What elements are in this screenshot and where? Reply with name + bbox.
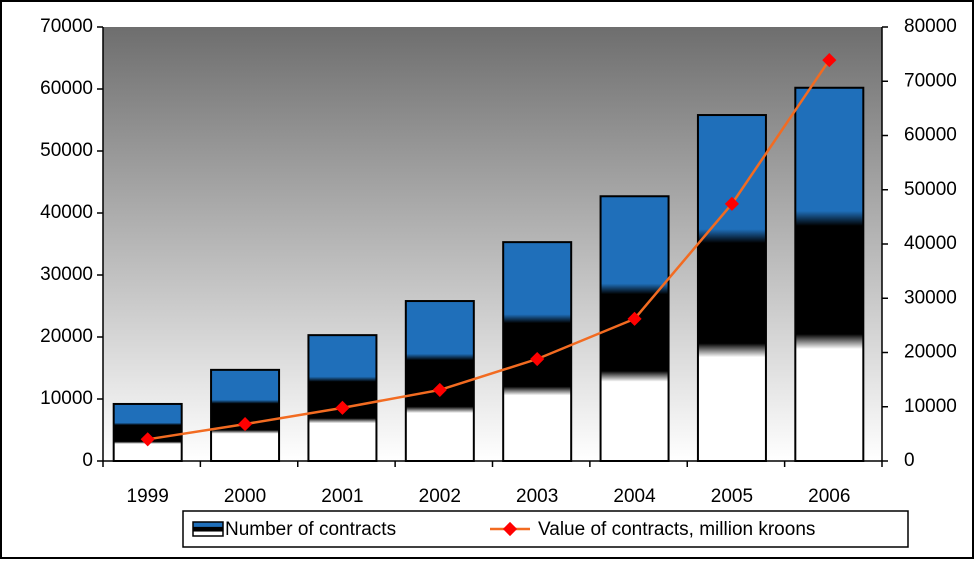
bar: [307, 334, 378, 463]
legend-marker: [502, 521, 518, 537]
legend-label: Value of contracts, million kroons: [538, 519, 815, 540]
y2-tick-label: 0: [904, 450, 915, 471]
marker: [237, 417, 253, 432]
bar: [404, 300, 475, 463]
marker: [530, 351, 545, 367]
x-tick-label: 2004: [613, 486, 656, 507]
y2-tick-label: 10000: [904, 396, 957, 417]
y-tick-label: 20000: [40, 326, 93, 347]
y-tick-label: 0: [82, 450, 93, 471]
y2-tick-label: 50000: [904, 179, 957, 200]
x-tick-label: 1999: [127, 486, 169, 507]
y2-tick-label: 40000: [904, 233, 957, 254]
legend-swatch: [192, 521, 224, 537]
x-tick-label: 2000: [224, 486, 266, 507]
line: [147, 59, 831, 441]
y-tick-label: 50000: [40, 140, 93, 161]
y-tick-label: 60000: [40, 78, 93, 99]
legend: [182, 510, 909, 548]
x-tick-label: 2005: [711, 486, 753, 507]
y-tick-label: 40000: [40, 202, 93, 223]
y2-tick-label: 30000: [904, 287, 957, 308]
y2-tick-label: 70000: [904, 70, 957, 91]
bar: [502, 241, 573, 462]
y-tick-label: 30000: [40, 264, 93, 285]
x-tick-label: 2001: [321, 486, 363, 507]
x-tick-label: 2003: [516, 486, 558, 507]
x-tick-label: 2006: [808, 486, 850, 507]
y2-tick-label: 20000: [904, 342, 957, 363]
bar: [696, 114, 767, 462]
marker: [822, 53, 837, 68]
marker: [627, 311, 642, 326]
marker: [140, 432, 155, 447]
y-tick-label: 70000: [40, 16, 93, 37]
marker: [335, 400, 350, 415]
x-tick-label: 2002: [419, 486, 461, 507]
marker: [432, 382, 447, 398]
y-tick-label: 10000: [40, 388, 93, 409]
marker: [724, 196, 740, 211]
legend-label: Number of contracts: [225, 519, 396, 540]
y2-tick-label: 80000: [904, 16, 957, 37]
bar: [210, 368, 281, 462]
y2-tick-label: 60000: [904, 125, 957, 146]
bar: [794, 86, 865, 462]
